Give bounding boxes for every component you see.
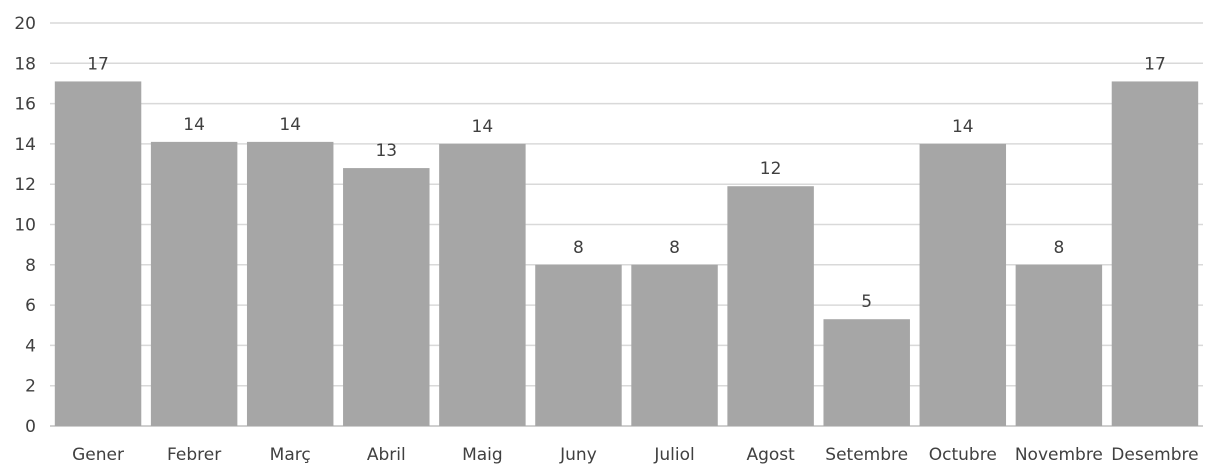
data-label: 17 [1144,54,1166,74]
y-tick-label: 4 [25,336,36,356]
data-label: 12 [760,159,782,179]
data-label: 14 [183,115,205,135]
y-axis-tick-labels: 0 2 4 6 8 10 12 14 16 18 20 [14,14,36,437]
x-category-label: Juny [559,445,597,465]
bar [631,264,718,426]
bar [54,81,142,426]
data-labels: 17 14 14 13 14 8 8 12 5 14 8 17 [87,54,1166,312]
bar [343,168,430,426]
y-tick-label: 12 [14,175,36,195]
data-label: 8 [669,238,680,258]
x-category-label: Setembre [825,445,908,465]
data-label: 5 [861,292,872,312]
data-label: 14 [279,115,301,135]
y-tick-label: 8 [25,256,36,276]
bar [823,319,910,426]
y-tick-label: 18 [14,54,36,74]
y-tick-label: 10 [14,216,36,236]
x-category-label: Maig [462,445,503,465]
bar [246,141,334,426]
bar [1111,81,1199,426]
bars [54,81,1199,426]
data-label: 17 [87,54,109,74]
bar [919,143,1007,426]
x-category-label: Gener [72,445,124,465]
y-tick-label: 16 [14,95,36,115]
data-label: 8 [573,238,584,258]
data-label: 13 [375,141,397,161]
x-category-label: Juliol [653,445,694,465]
bar [727,186,814,426]
x-category-label: Març [270,445,311,465]
y-tick-label: 14 [14,135,36,155]
data-label: 14 [952,117,974,137]
bar [535,264,622,426]
grid-lines [50,22,1203,427]
x-axis-category-labels: Gener Febrer Març Abril Maig Juny Juliol Agost S… [72,445,1198,465]
x-category-label: Febrer [167,445,221,465]
bar [1015,264,1103,426]
x-category-label: Octubre [929,445,997,465]
x-category-label: Novembre [1015,445,1103,465]
bar [150,141,238,426]
y-tick-label: 2 [25,377,36,397]
x-category-label: Agost [746,445,795,465]
x-category-label: Abril [367,445,406,465]
bar [439,143,526,426]
y-tick-label: 6 [25,296,36,316]
data-label: 8 [1053,238,1064,258]
y-tick-label: 20 [14,14,36,34]
y-tick-label: 0 [25,417,36,437]
data-label: 14 [472,117,494,137]
x-category-label: Desembre [1111,445,1198,465]
